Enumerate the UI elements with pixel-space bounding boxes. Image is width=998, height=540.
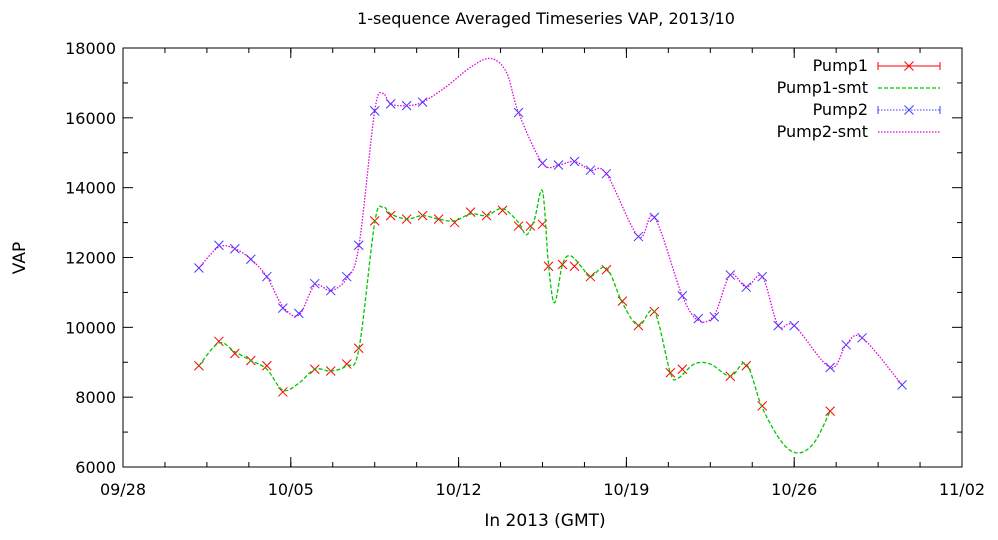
data-point (433, 214, 444, 224)
data-point (553, 160, 564, 170)
y-tick-label: 18000 (65, 39, 116, 58)
data-point (513, 221, 524, 231)
data-point (369, 105, 380, 116)
y-tick-label: 14000 (65, 179, 116, 198)
series-layer (194, 57, 907, 454)
series-pump1-smt (198, 189, 831, 454)
data-point (569, 261, 580, 272)
y-tick-label: 6000 (75, 458, 116, 477)
legend: Pump1 Pump1-smt Pump2 Pump2-smt (777, 56, 941, 141)
data-point (417, 210, 428, 221)
series-line (198, 189, 831, 454)
y-tick-label: 8000 (75, 388, 116, 407)
data-point (353, 240, 364, 251)
x-axis-label: In 2013 (GMT) (484, 511, 605, 531)
data-point (277, 303, 288, 313)
data-point (325, 285, 336, 296)
y-axis-label: VAP (10, 242, 30, 274)
legend-marker (904, 105, 914, 115)
data-point (449, 217, 460, 228)
data-point (417, 97, 428, 107)
y-tick-label: 10000 (65, 318, 116, 337)
data-point (261, 360, 272, 371)
data-point (465, 207, 476, 217)
data-point (261, 271, 272, 282)
chart-title: 1-sequence Averaged Timeseries VAP, 2013… (357, 9, 735, 28)
x-tick-label: 10/12 (436, 480, 482, 499)
data-point (194, 360, 204, 371)
axis-ticks: 09/28 10/05 10/12 10/19 10/26 11/02 6000 8000 10… (65, 39, 985, 499)
x-tick-label: 09/28 (100, 480, 146, 499)
data-point (497, 205, 508, 216)
data-point (585, 271, 596, 282)
data-point (309, 278, 320, 289)
x-tick-label: 10/19 (603, 480, 649, 499)
x-tick-label: 10/26 (771, 480, 817, 499)
data-point (543, 261, 554, 272)
data-point (617, 296, 628, 306)
legend-marker (904, 61, 914, 71)
data-point (709, 312, 720, 322)
data-point (214, 240, 224, 251)
legend-label: Pump2-smt (777, 122, 868, 141)
legend-label: Pump1-smt (777, 78, 868, 97)
data-point (230, 348, 240, 359)
series-pump2 (194, 97, 907, 390)
data-point (725, 270, 736, 280)
data-point (385, 210, 396, 221)
x-tick-label: 10/05 (268, 480, 314, 499)
data-point (277, 387, 288, 397)
x-tick-label: 11/02 (939, 480, 985, 499)
legend-label: Pump1 (813, 56, 868, 75)
data-point (757, 401, 768, 411)
y-tick-label: 12000 (65, 249, 116, 268)
legend-label: Pump2 (813, 100, 868, 119)
y-tick-label: 16000 (65, 109, 116, 128)
data-point (825, 406, 836, 416)
data-point (665, 367, 676, 378)
